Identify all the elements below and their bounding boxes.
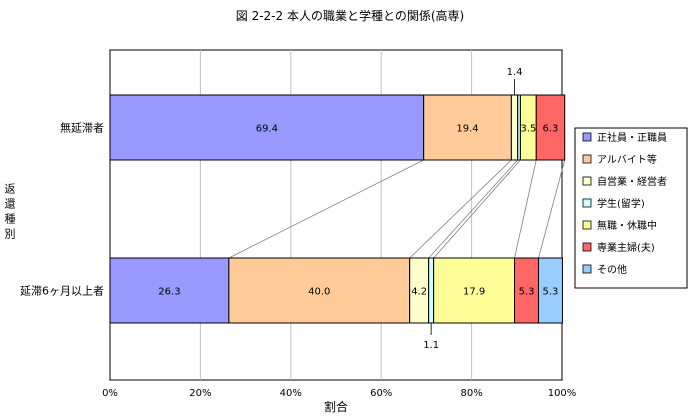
legend-swatch (582, 154, 592, 164)
legend-swatch (582, 264, 592, 274)
y-axis-label-char: 別 (5, 228, 16, 241)
data-label: 26.3 (158, 287, 180, 298)
y-axis-label-char: 種 (5, 212, 16, 226)
bar-segment (433, 257, 516, 324)
connector-lines (228, 159, 566, 259)
data-label: 19.4 (456, 124, 478, 135)
bar-segment (428, 257, 435, 324)
x-tick-labels: 0% 20% 40% 60% 80% 100% (102, 388, 576, 399)
legend-swatch (582, 176, 592, 186)
data-label: 4.2 (411, 287, 427, 298)
data-label: 17.9 (463, 287, 485, 298)
legend-entry: 学生(留学) (597, 197, 645, 210)
legend-entry: アルバイト等 (597, 153, 657, 166)
legend-swatch (582, 242, 592, 252)
data-label: 69.4 (256, 124, 278, 135)
bar-segment (109, 257, 230, 324)
data-label: 5.3 (519, 287, 535, 298)
legend-box (574, 127, 688, 289)
category-label: 無延滞者 (60, 121, 104, 135)
bar-segment (537, 257, 563, 324)
data-label: 6.3 (543, 124, 559, 135)
legend-entry: 無職・休職中 (597, 219, 657, 232)
bar-segment (109, 94, 425, 161)
data-label: 5.3 (543, 287, 559, 298)
connector-line (514, 159, 537, 259)
legend-swatch (582, 132, 592, 142)
legend-entry: 正社員・正職員 (597, 131, 667, 144)
data-label: 3.5 (520, 124, 536, 135)
chart-title: 図 2-2-2 本人の職業と学種との関係(高専) (236, 8, 464, 23)
connector-line (538, 159, 566, 259)
bars: 69.4 19.4 1.4 3.5 6.3 26.3 40.0 4.2 1.1 17.9 5.3 5.… (109, 67, 566, 351)
x-tick-label: 60% (370, 388, 392, 399)
connector-line (228, 159, 424, 259)
x-tick-label: 20% (189, 388, 211, 399)
legend-swatch (582, 198, 592, 208)
y-axis-label-char: 返 (5, 183, 16, 196)
legend-entry: その他 (597, 263, 627, 276)
y-axis-label-char: 還 (5, 198, 16, 211)
x-tick-label: 80% (460, 388, 482, 399)
data-label: 1.4 (507, 67, 523, 78)
data-label: 1.1 (423, 340, 439, 351)
bar-segment (535, 94, 566, 161)
bar-segment (228, 257, 411, 324)
x-tick-label: 40% (280, 388, 302, 399)
data-label: 40.0 (308, 287, 330, 298)
legend-entry: 自営業・経営者 (597, 175, 667, 188)
legend-swatch (582, 220, 592, 230)
x-axis-label: 割合 (324, 399, 348, 414)
bar-segment (510, 94, 519, 161)
bar-segment (423, 94, 512, 161)
x-tick-label: 100% (548, 388, 577, 399)
connector-line (428, 159, 519, 259)
category-label: 延滞6ヶ月以上者 (20, 285, 104, 298)
connector-line (433, 159, 521, 259)
x-tick-label: 0% (102, 388, 118, 399)
connector-line (409, 159, 512, 259)
legend-entry: 専業主婦(夫) (597, 241, 655, 254)
